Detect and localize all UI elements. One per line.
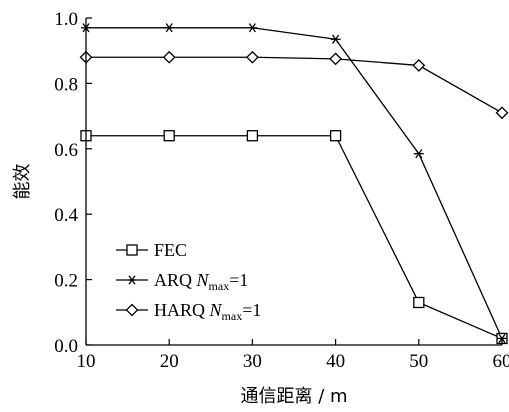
data-point-asterisk [497, 333, 507, 344]
y-tick-label: 1.0 [54, 9, 78, 30]
data-point-square [246, 130, 259, 142]
data-point-asterisk [247, 23, 258, 33]
legend-label: ARQ Nmax=1 [154, 270, 248, 293]
legend: FEC ARQ Nmax=1 HARQ Nmax=1 [116, 240, 261, 323]
legend-item: HARQ Nmax=1 [116, 300, 261, 323]
y-tick-label: 0.0 [54, 336, 78, 357]
data-point-diamond [495, 106, 509, 120]
data-point-asterisk [413, 149, 424, 159]
data-point-square [329, 130, 342, 142]
legend-item: FEC [116, 240, 187, 260]
data-point-diamond [245, 50, 259, 64]
x-tick-label: 30 [243, 351, 262, 372]
series-line-square [86, 135, 503, 340]
legend-marker-asterisk [127, 275, 137, 285]
legend-item: ARQ Nmax=1 [116, 270, 248, 293]
legend-label: HARQ Nmax=1 [154, 300, 261, 323]
data-point-diamond [412, 58, 426, 72]
x-tick-label: 50 [409, 351, 428, 372]
data-point-square [413, 296, 425, 309]
x-tick-label: 60 [493, 351, 509, 372]
data-point-asterisk [164, 23, 175, 33]
data-point-asterisk [330, 34, 341, 44]
y-axis-label: 能效 [12, 164, 33, 200]
x-tick-label: 20 [160, 351, 179, 372]
x-tick-label: 10 [77, 351, 96, 372]
axes [85, 17, 503, 346]
y-tick-label: 0.6 [54, 140, 78, 161]
series-line-asterisk [86, 27, 503, 339]
y-tick-label: 0.8 [54, 74, 78, 95]
series-markers [79, 23, 509, 345]
tick-labels: 10 20 30 40 50 60 0.0 0.2 0.4 0.6 0.8 1.0 [54, 9, 509, 372]
x-axis-label: 通信距离 / m [240, 386, 347, 407]
legend-marker-diamond [125, 303, 139, 317]
legend-label: FEC [154, 240, 187, 260]
y-tick-label: 0.4 [54, 205, 78, 226]
legend-marker-square [126, 244, 138, 256]
data-point-diamond [329, 52, 343, 66]
data-point-diamond [162, 50, 176, 64]
series-line-diamond [86, 56, 503, 114]
series-lines [86, 27, 503, 340]
data-point-square [163, 130, 175, 142]
x-tick-label: 40 [326, 351, 345, 372]
y-tick-label: 0.2 [54, 271, 78, 292]
